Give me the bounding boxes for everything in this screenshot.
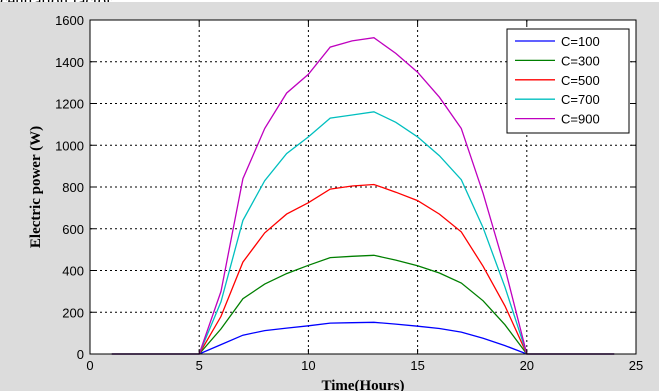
y-tick-label: 1400: [55, 55, 84, 70]
x-tick-label: 20: [520, 358, 534, 373]
series-line-C=700: [111, 111, 615, 355]
x-tick-label: 25: [629, 358, 643, 373]
legend-box: [506, 28, 630, 134]
series-line-C=500: [111, 183, 615, 355]
y-tick-label: 1200: [55, 97, 84, 112]
y-tick-label: 200: [62, 305, 84, 320]
x-tick-label: 5: [196, 358, 203, 373]
x-tick-label: 10: [301, 358, 315, 373]
y-tick-label: 800: [62, 180, 84, 195]
legend-label: C=700: [561, 92, 600, 107]
legend-label: C=100: [561, 34, 600, 49]
series-lines: [111, 37, 615, 355]
series-line-C=900: [111, 37, 615, 355]
x-axis-label: Time(Hours): [321, 378, 404, 391]
legend: C=100 C=300 C=500 C=700 C=900: [506, 28, 630, 134]
x-tick-label: 15: [410, 358, 424, 373]
legend-label: C=500: [561, 73, 600, 88]
y-tick-label: 400: [62, 264, 84, 279]
series-line-C=100: [111, 321, 615, 355]
axis-ticks: 0 5 10 15 20 25 0 200 400 600 800 1000 1200 1400 1600: [55, 13, 643, 373]
y-tick-label: 1000: [55, 138, 84, 153]
y-tick-label: 1600: [55, 13, 84, 28]
x-tick-label: 0: [86, 358, 93, 373]
legend-label: C=900: [561, 112, 600, 127]
legend-label: C=300: [561, 53, 600, 68]
y-tick-label: 600: [62, 222, 84, 237]
y-axis-label: Electric power (W): [28, 126, 44, 248]
series-line-C=300: [111, 254, 615, 355]
y-tick-label: 0: [77, 347, 84, 362]
